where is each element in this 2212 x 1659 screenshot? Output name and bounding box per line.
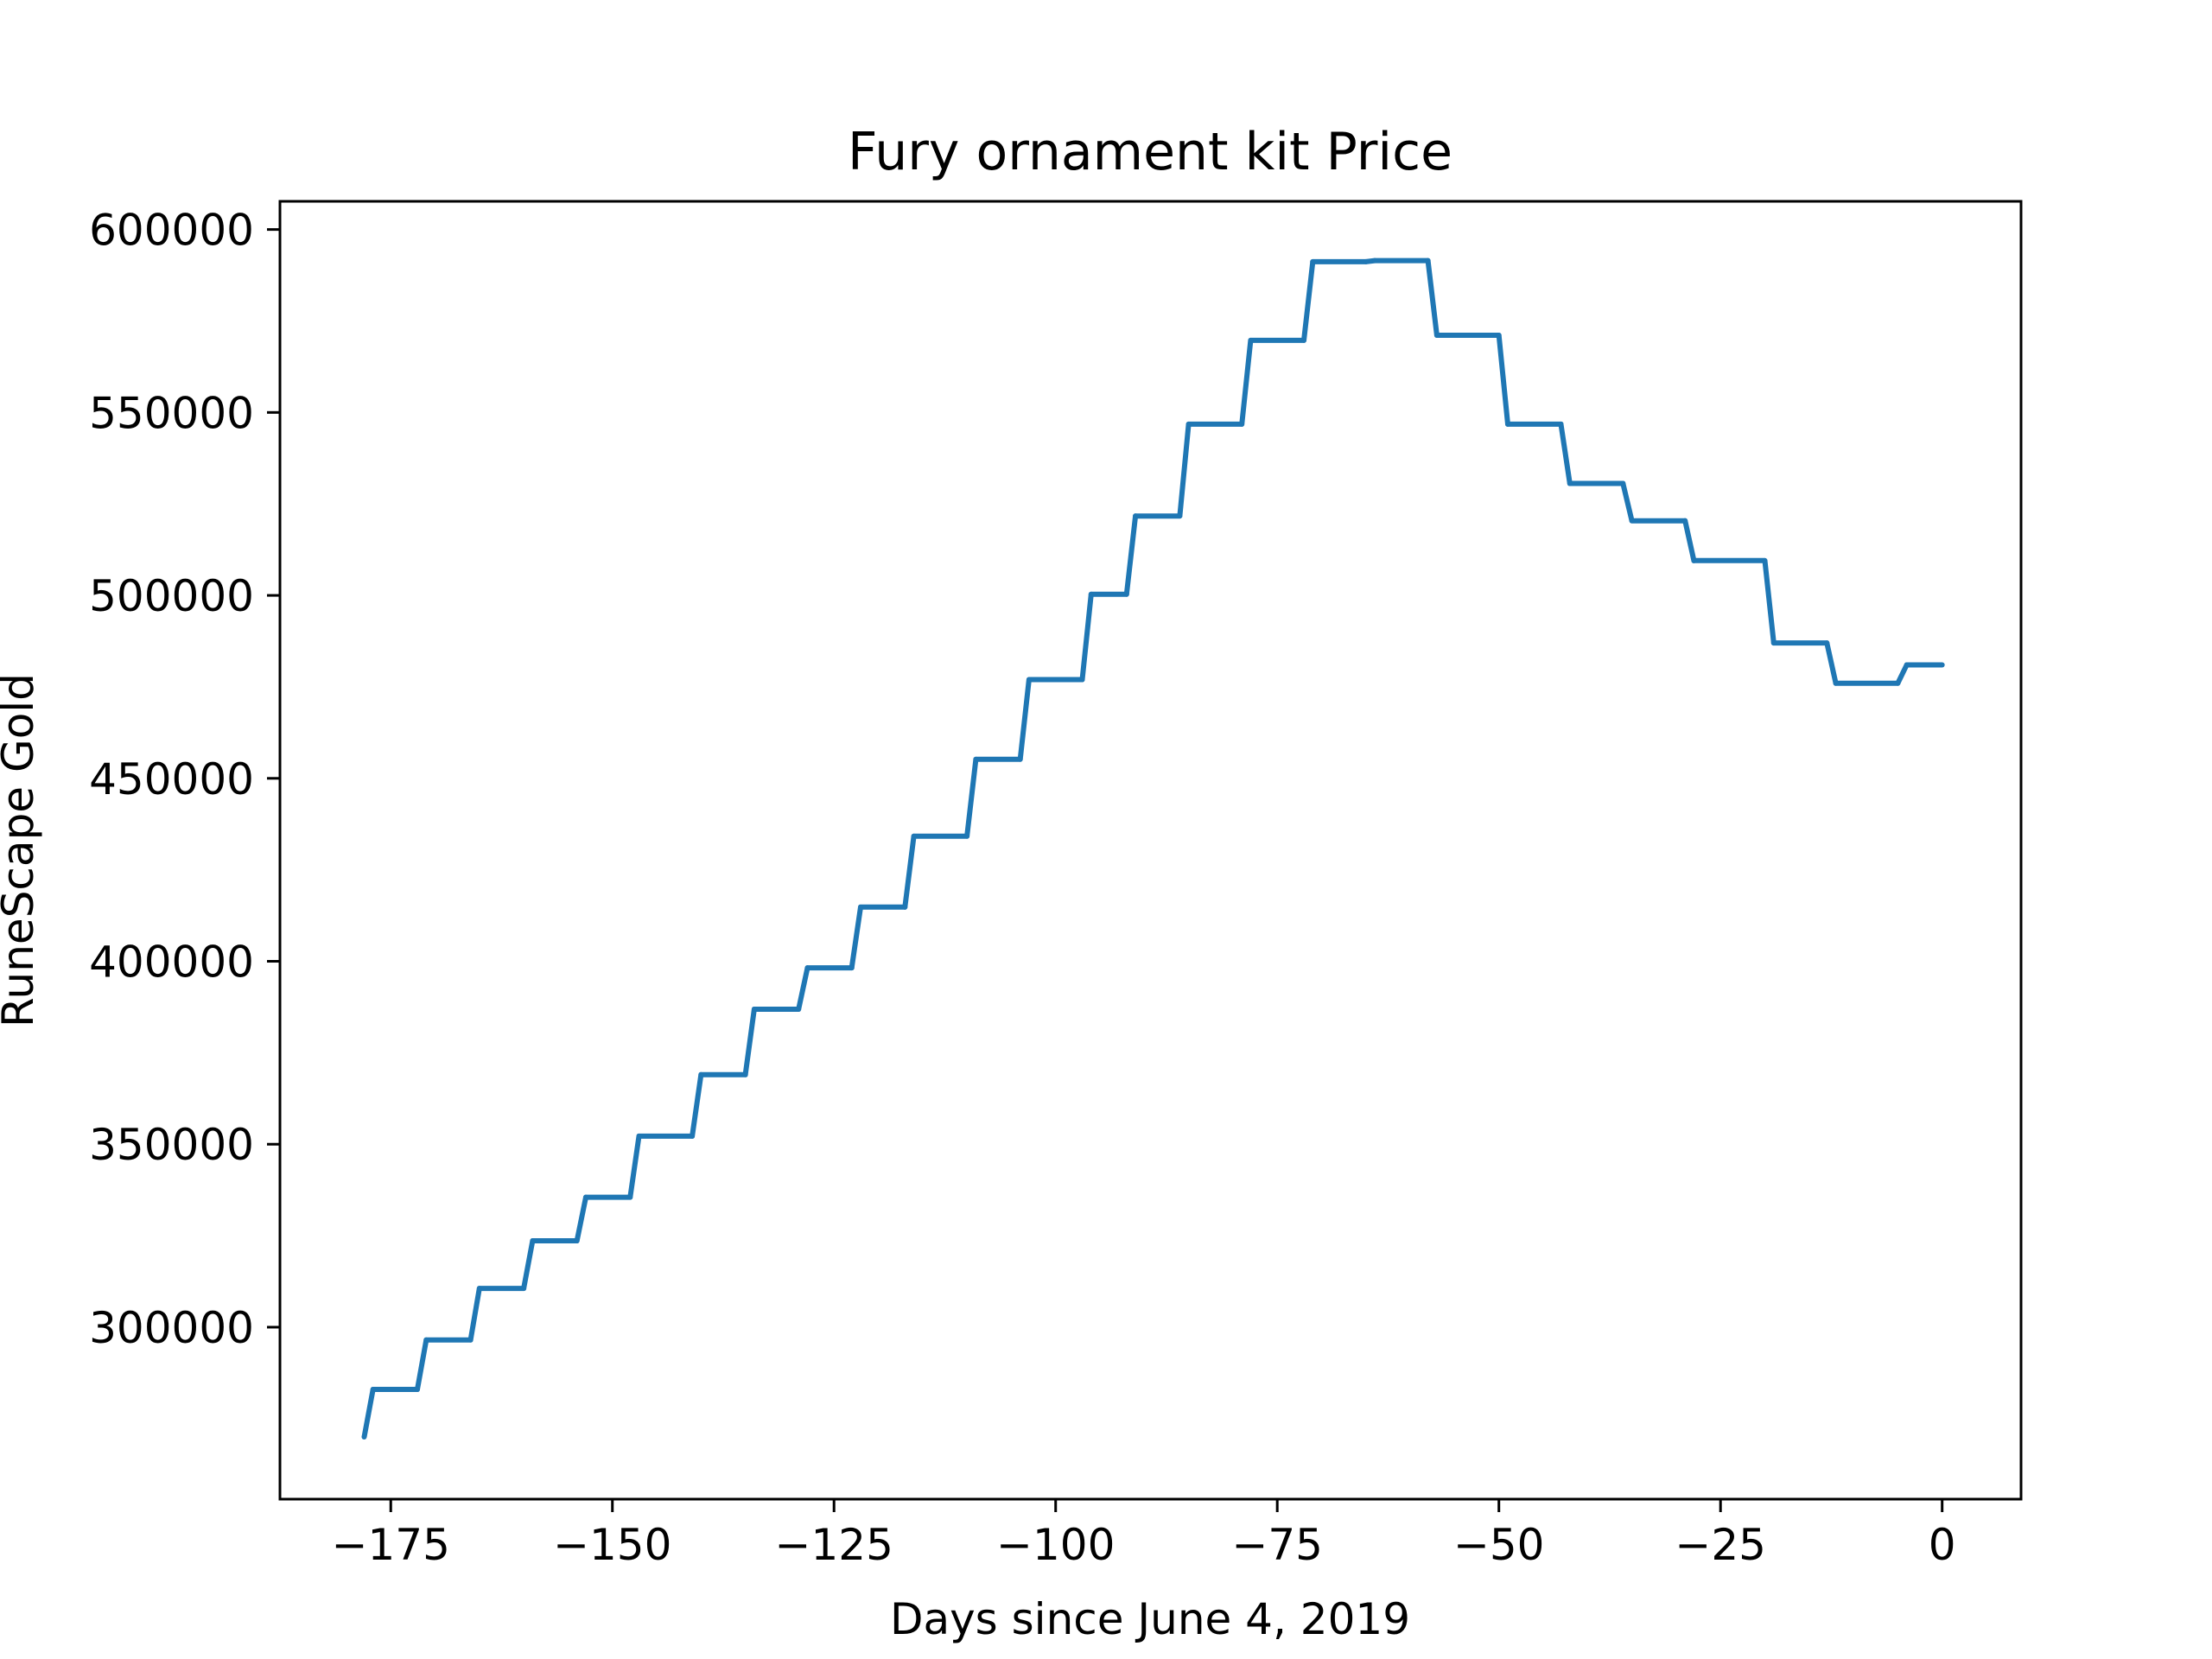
data-point: [467, 1337, 474, 1343]
data-point: [1363, 258, 1369, 264]
data-point: [530, 1238, 536, 1244]
data-point: [423, 1337, 429, 1343]
data-point: [911, 833, 917, 839]
data-point: [964, 833, 970, 839]
data-point: [1372, 257, 1378, 264]
x-tick-label: 0: [1929, 1520, 1956, 1570]
data-point: [1895, 680, 1901, 686]
data-point: [582, 1194, 588, 1200]
data-point: [1017, 756, 1023, 762]
x-tick-label: −150: [553, 1520, 671, 1570]
data-point: [370, 1386, 376, 1392]
price-series-points: [361, 257, 1945, 1440]
x-tick-label: −25: [1675, 1520, 1766, 1570]
y-axis-ticks: 300000 350000 400000 450000 500000 550000 6000…: [89, 206, 280, 1353]
data-point: [1939, 662, 1945, 668]
data-point: [751, 1006, 757, 1012]
data-point: [1567, 480, 1573, 486]
data-point: [361, 1434, 367, 1440]
x-axis-ticks: −175 −150 −125 −100 −75 −50 −25 0: [332, 1499, 1956, 1570]
data-point: [973, 756, 979, 762]
y-tick-label: 350000: [89, 1120, 254, 1170]
x-tick-label: −125: [775, 1520, 893, 1570]
data-point: [1248, 337, 1254, 343]
data-point: [1904, 662, 1910, 668]
data-point: [1433, 332, 1440, 338]
data-point: [1133, 513, 1139, 519]
data-point: [1088, 591, 1094, 597]
data-point: [1691, 557, 1697, 563]
data-point: [1026, 677, 1032, 683]
data-point: [415, 1386, 421, 1392]
data-point: [1177, 513, 1183, 519]
x-tick-label: −75: [1231, 1520, 1323, 1570]
data-point: [804, 965, 810, 971]
data-point: [1833, 680, 1839, 686]
data-point: [1770, 640, 1777, 646]
data-point: [1123, 591, 1129, 597]
y-tick-label: 300000: [89, 1303, 254, 1353]
data-point: [1425, 257, 1431, 264]
x-axis-title: Days since June 4, 2019: [890, 1594, 1410, 1644]
data-point: [1239, 421, 1245, 427]
data-point: [636, 1133, 642, 1139]
x-tick-label: −50: [1453, 1520, 1545, 1570]
data-point: [742, 1071, 748, 1077]
data-point: [574, 1238, 580, 1244]
data-point: [521, 1286, 527, 1292]
y-tick-label: 550000: [89, 388, 254, 438]
data-point: [1079, 677, 1085, 683]
y-tick-label: 500000: [89, 571, 254, 621]
data-point: [858, 904, 864, 910]
data-point: [1824, 640, 1830, 646]
plot-area-frame: [278, 200, 2023, 1501]
chart-title: Fury ornament kit Price: [848, 122, 1452, 182]
data-point: [1504, 421, 1510, 427]
data-point: [902, 904, 908, 910]
data-point: [796, 1006, 802, 1012]
data-point: [1682, 518, 1688, 524]
y-tick-label: 400000: [89, 938, 254, 988]
data-point: [1558, 421, 1564, 427]
data-point: [1496, 332, 1502, 338]
y-axis-title: RuneScape Gold: [0, 673, 43, 1027]
y-tick-label: 450000: [89, 754, 254, 804]
data-point: [1629, 518, 1635, 524]
data-point: [698, 1071, 704, 1077]
data-point: [476, 1286, 482, 1292]
data-point: [1762, 557, 1768, 563]
data-point: [1300, 337, 1306, 343]
data-point: [1185, 421, 1192, 427]
x-tick-label: −175: [332, 1520, 450, 1570]
y-tick-label: 600000: [89, 206, 254, 256]
x-tick-label: −100: [996, 1520, 1115, 1570]
data-point: [1310, 258, 1316, 264]
data-point: [690, 1133, 696, 1139]
data-point: [1620, 480, 1626, 486]
data-point: [849, 965, 855, 971]
data-point: [627, 1194, 633, 1200]
